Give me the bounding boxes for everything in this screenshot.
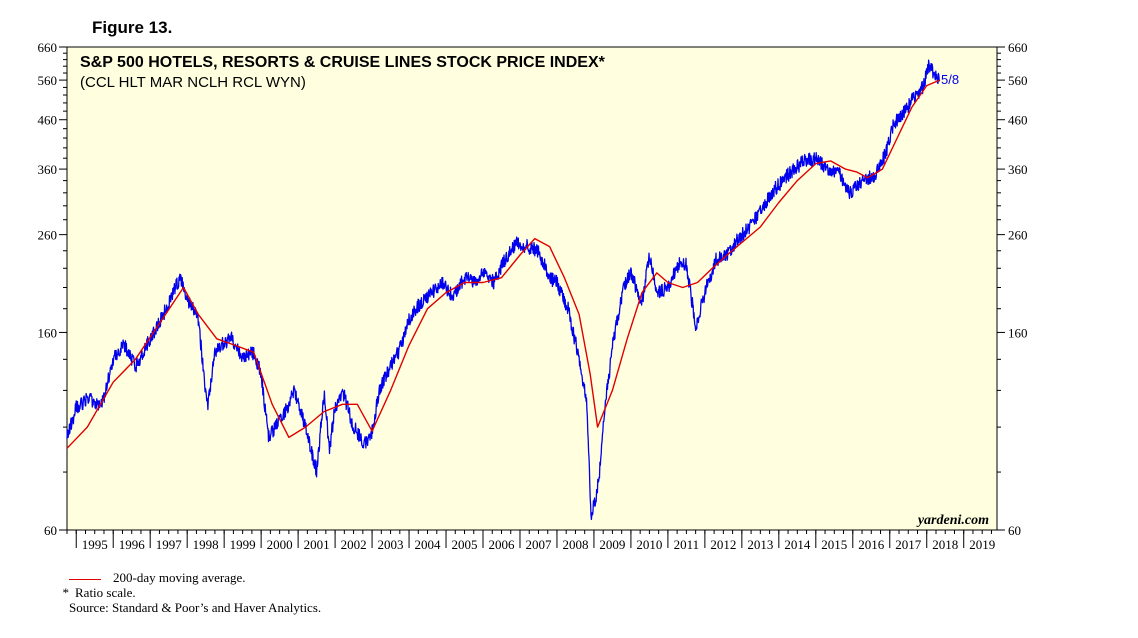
chart-subtitle: (CCL HLT MAR NCLH RCL WYN) bbox=[80, 74, 306, 91]
x-tick-label: 1995 bbox=[82, 537, 108, 552]
y-tick-label-right: 560 bbox=[1008, 73, 1028, 88]
x-tick-label: 2008 bbox=[562, 537, 588, 552]
plot-area bbox=[66, 46, 998, 531]
y-tick-label: 560 bbox=[38, 73, 58, 88]
footnote-star: * bbox=[62, 585, 70, 600]
y-tick-label: 660 bbox=[38, 40, 58, 55]
x-tick-label: 2003 bbox=[378, 537, 404, 552]
y-tick-label: 60 bbox=[44, 523, 57, 538]
x-tick-label: 1996 bbox=[119, 537, 146, 552]
y-tick-label: 460 bbox=[38, 113, 58, 128]
source-note: Source: Standard & Poor’s and Haver Anal… bbox=[55, 600, 321, 615]
legend-swatch bbox=[69, 578, 101, 580]
x-tick-label: 2004 bbox=[415, 537, 442, 552]
x-tick-label: 1999 bbox=[230, 537, 256, 552]
legend-label: 200-day moving average. bbox=[113, 570, 246, 585]
y-tick-label: 360 bbox=[38, 162, 58, 177]
x-tick-label: 2014 bbox=[784, 537, 811, 552]
x-tick-label: 2006 bbox=[488, 537, 515, 552]
y-tick-label-right: 460 bbox=[1008, 113, 1028, 128]
y-tick-label-right: 660 bbox=[1008, 40, 1028, 55]
y-tick-label-right: 360 bbox=[1008, 162, 1028, 177]
x-tick-label: 2019 bbox=[969, 537, 995, 552]
footnote-text: Ratio scale. bbox=[75, 585, 136, 600]
footnotes: 200-day moving average. * Ratio scale. So… bbox=[55, 570, 322, 615]
x-tick-label: 2017 bbox=[895, 537, 922, 552]
x-tick-label: 2002 bbox=[341, 537, 367, 552]
figure-label: Figure 13. bbox=[92, 18, 173, 37]
x-tick-label: 2005 bbox=[452, 537, 478, 552]
source-text: Source: Standard & Poor’s and Haver Anal… bbox=[69, 600, 322, 615]
x-tick-label: 2007 bbox=[525, 537, 552, 552]
x-tick-label: 2018 bbox=[932, 537, 958, 552]
legend-row: 200-day moving average. bbox=[55, 570, 321, 585]
y-tick-label-right: 260 bbox=[1008, 228, 1028, 243]
x-tick-label: 2013 bbox=[747, 537, 773, 552]
chart-title: S&P 500 HOTELS, RESORTS & CRUISE LINES S… bbox=[80, 54, 606, 71]
x-tick-label: 2011 bbox=[674, 537, 700, 552]
watermark: yardeni.com bbox=[916, 513, 989, 528]
y-tick-label: 160 bbox=[38, 325, 58, 340]
chart-svg: 60 160 260 360 460 560 660 60 160 260 360 460 560 66… bbox=[38, 40, 1028, 552]
x-tick-label: 2001 bbox=[304, 537, 330, 552]
x-tick-label: 1997 bbox=[156, 537, 183, 552]
y-tick-label: 260 bbox=[38, 228, 58, 243]
x-tick-label: 2000 bbox=[267, 537, 293, 552]
y-tick-label-right: 60 bbox=[1008, 523, 1021, 538]
x-tick-label: 2015 bbox=[821, 537, 847, 552]
x-tick-label: 2010 bbox=[636, 537, 662, 552]
moving-average-line bbox=[66, 79, 940, 449]
y-tick-label-right: 160 bbox=[1008, 325, 1028, 340]
x-tick-label: 1998 bbox=[193, 537, 219, 552]
index-series-line bbox=[66, 59, 941, 521]
ratio-note: * Ratio scale. bbox=[55, 585, 321, 600]
x-tick-label: 2016 bbox=[858, 537, 885, 552]
x-tick-label: 2012 bbox=[710, 537, 736, 552]
x-tick-label: 2009 bbox=[599, 537, 625, 552]
end-date-label: 5/8 bbox=[941, 72, 959, 87]
